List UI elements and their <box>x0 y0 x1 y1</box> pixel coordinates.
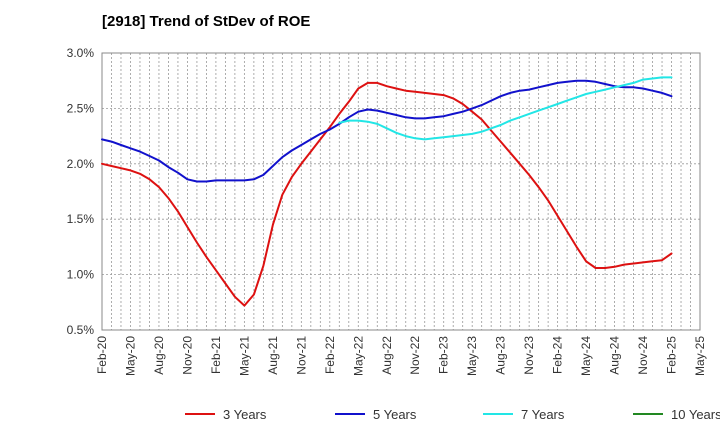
x-tick-label: May-25 <box>693 336 707 376</box>
legend-label-5-years: 5 Years <box>373 407 417 422</box>
x-tick-label: Aug-22 <box>380 336 394 375</box>
x-tick-label: Aug-23 <box>494 336 508 375</box>
x-tick-label: Nov-22 <box>408 336 422 375</box>
x-tick-label: Aug-21 <box>266 336 280 375</box>
series-line-5-years <box>101 79 673 183</box>
series-layer <box>101 76 673 307</box>
x-tick-label: Feb-24 <box>551 336 565 374</box>
x-tick-label: Nov-24 <box>636 336 650 375</box>
x-tick-label: Feb-21 <box>209 336 223 374</box>
legend-label-10-years: 10 Years <box>671 407 720 422</box>
x-tick-label: Feb-23 <box>437 336 451 374</box>
y-tick-label: 3.0% <box>67 46 95 60</box>
y-tick-label: 2.0% <box>67 157 95 171</box>
y-tick-label: 1.0% <box>67 268 95 282</box>
x-tick-label: May-22 <box>351 336 365 376</box>
x-tick-label: Nov-23 <box>522 336 536 375</box>
x-tick-label: Aug-20 <box>152 336 166 375</box>
x-tick-labels: Feb-20 May-20 Aug-20 Nov-20 Feb-21 May-21 Aug-… <box>95 336 707 376</box>
plot-frame <box>101 52 701 331</box>
legend-label-7-years: 7 Years <box>521 407 565 422</box>
chart-title: [2918] Trend of StDev of ROE <box>102 13 310 30</box>
y-tick-label: 1.5% <box>67 212 95 226</box>
y-tick-label: 0.5% <box>67 323 95 337</box>
x-tick-label: Feb-20 <box>95 336 109 374</box>
legend: 3 Years 5 Years 7 Years 10 Years <box>185 407 720 422</box>
x-tick-label: Nov-21 <box>294 336 308 375</box>
x-tick-label: May-24 <box>579 336 593 376</box>
series-line-3-years <box>101 81 673 307</box>
x-tick-label: Feb-25 <box>665 336 679 374</box>
x-tick-label: Feb-22 <box>323 336 337 374</box>
series-line-7-years <box>338 76 673 141</box>
x-tick-label: May-20 <box>123 336 137 376</box>
x-tick-label: Nov-20 <box>180 336 194 375</box>
legend-label-3-years: 3 Years <box>223 407 267 422</box>
y-tick-label: 2.5% <box>67 101 95 115</box>
x-tick-label: May-23 <box>465 336 479 376</box>
y-tick-labels: 0.5% 1.0% 1.5% 2.0% 2.5% 3.0% <box>67 46 95 337</box>
grid-lines <box>101 52 700 331</box>
x-tick-label: May-21 <box>237 336 251 376</box>
x-tick-label: Aug-24 <box>608 336 622 375</box>
